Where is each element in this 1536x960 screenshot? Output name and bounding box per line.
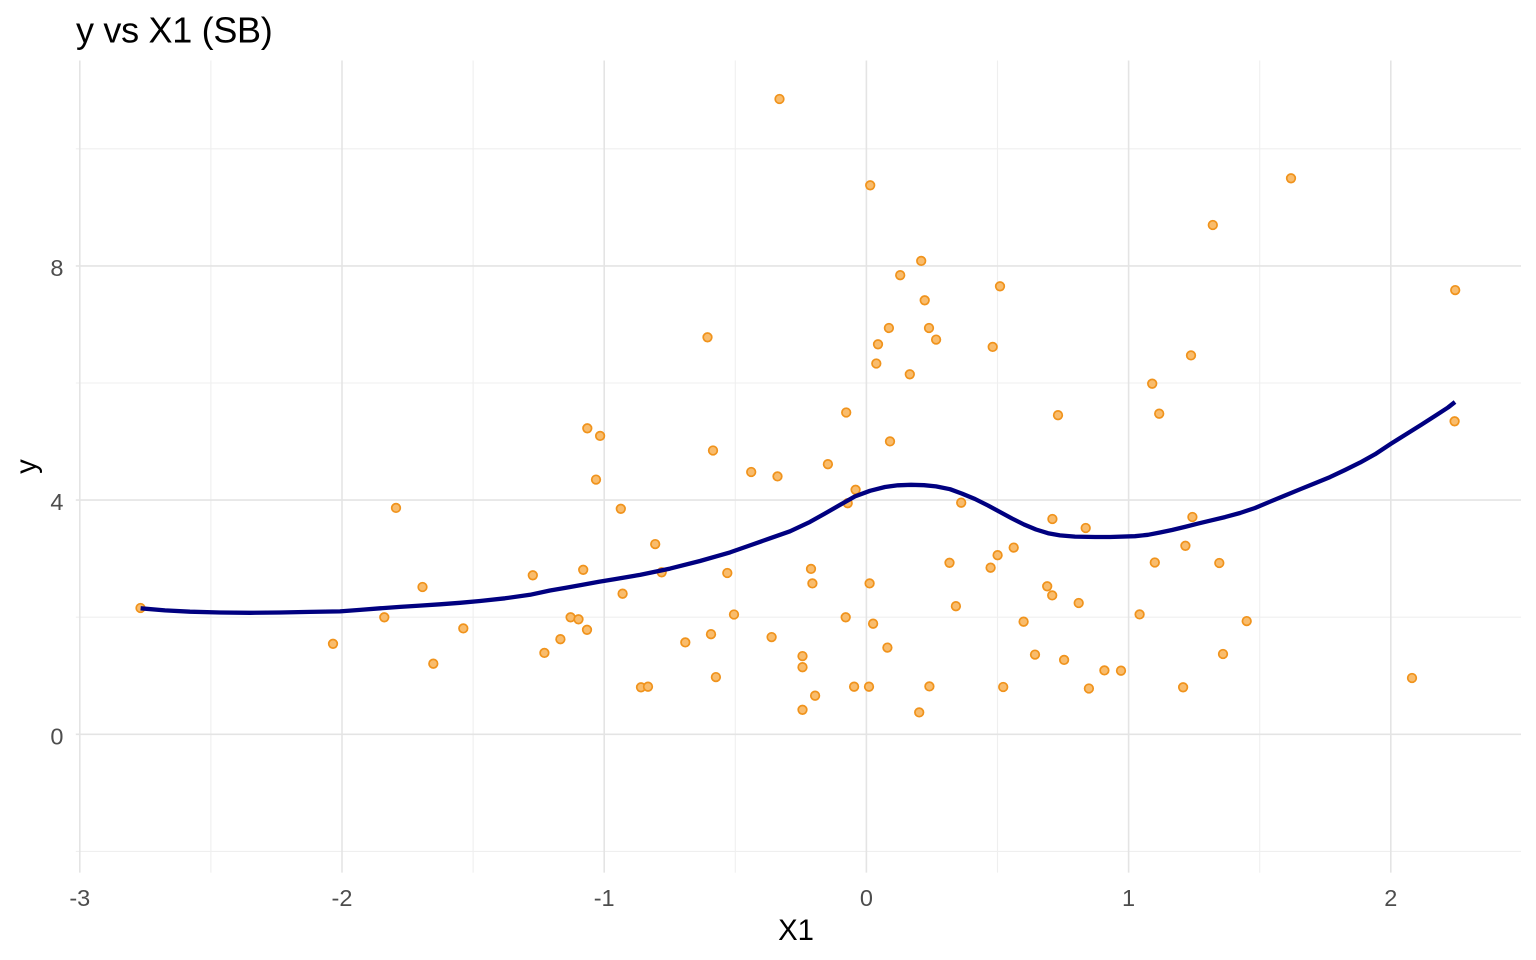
svg-text:X1: X1: [778, 914, 814, 947]
svg-text:-3: -3: [69, 885, 90, 911]
svg-text:2: 2: [1384, 885, 1397, 911]
svg-text:0: 0: [50, 723, 63, 749]
svg-text:1: 1: [1122, 885, 1135, 911]
svg-text:4: 4: [50, 489, 63, 515]
svg-text:8: 8: [50, 255, 63, 281]
svg-text:y: y: [10, 459, 43, 474]
svg-text:y vs X1 (SB): y vs X1 (SB): [76, 10, 272, 51]
svg-text:-1: -1: [594, 885, 615, 911]
svg-text:0: 0: [860, 885, 873, 911]
svg-text:-2: -2: [332, 885, 353, 911]
